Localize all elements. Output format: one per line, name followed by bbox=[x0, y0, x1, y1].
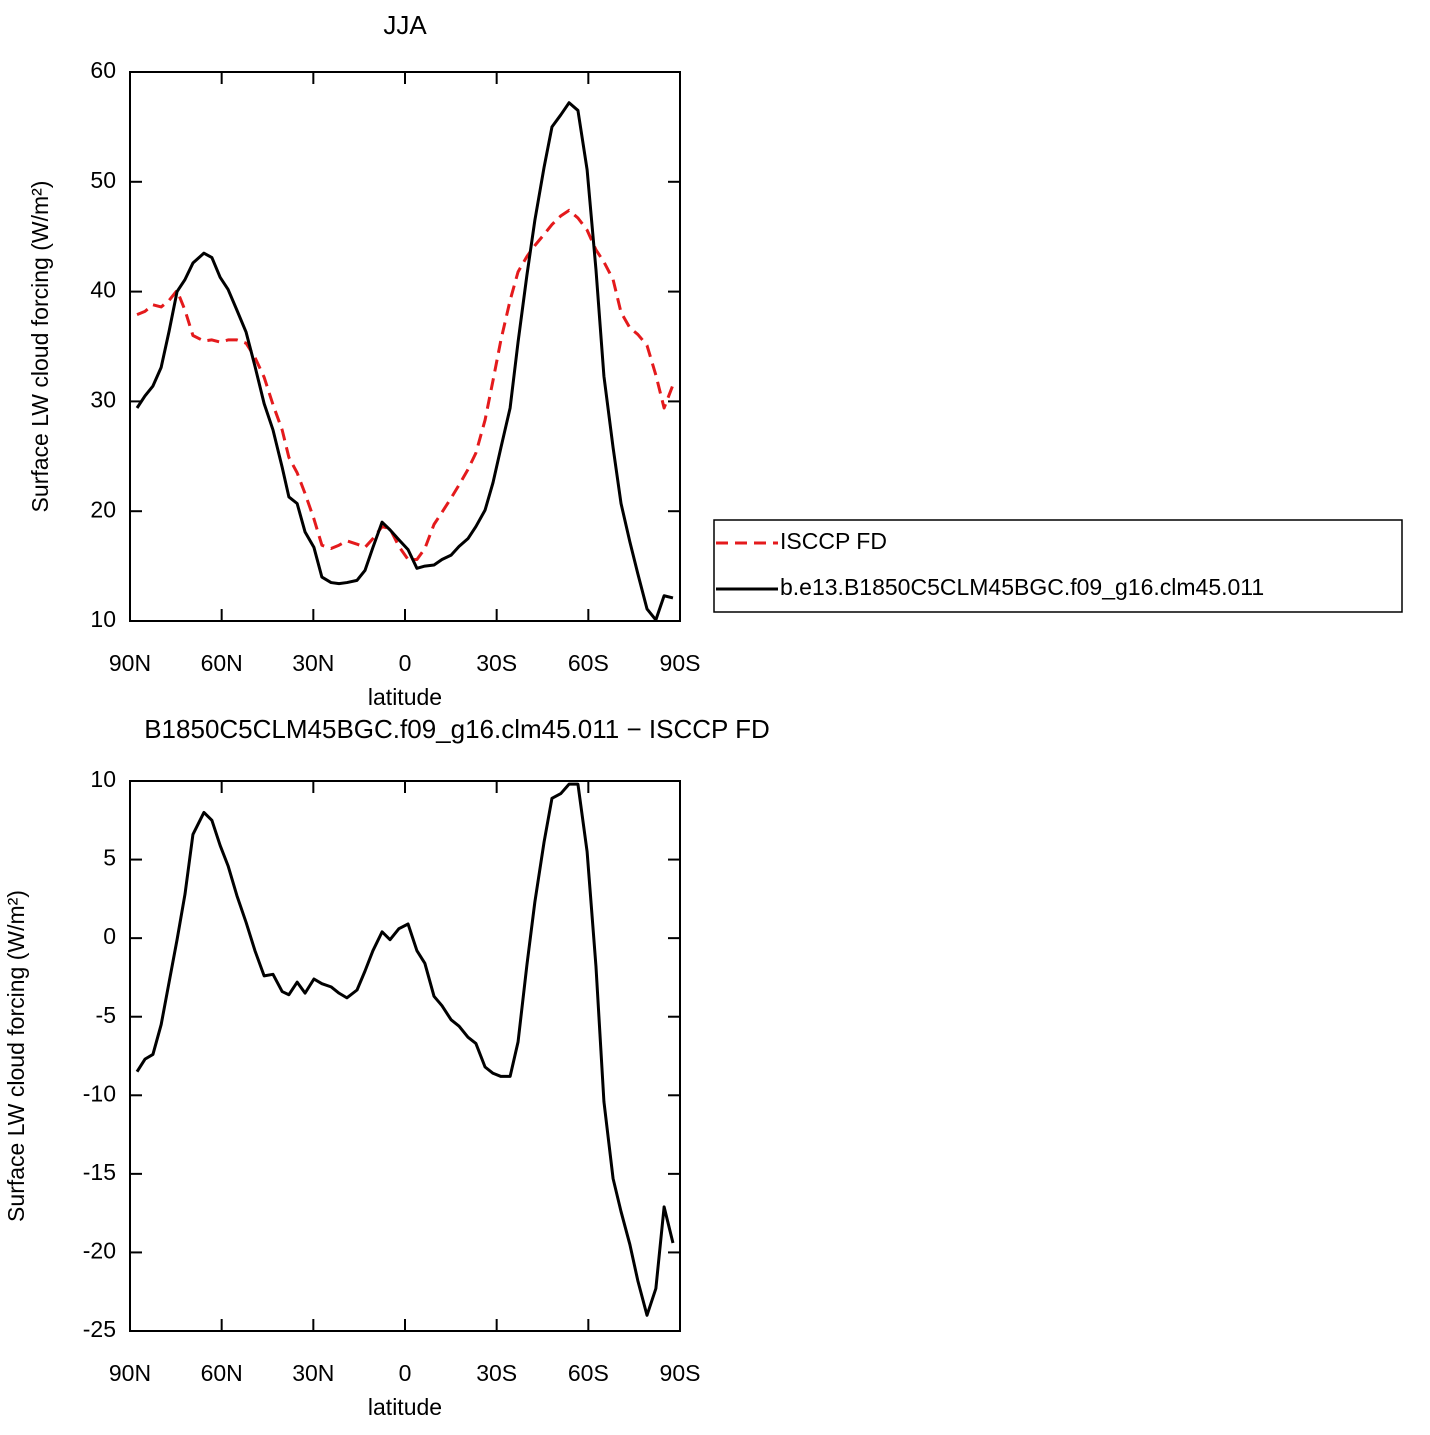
plot-frame bbox=[129, 71, 681, 622]
x-tick-label: 30S bbox=[476, 650, 517, 676]
data-line bbox=[136, 208, 675, 562]
x-axis-label: latitude bbox=[368, 1394, 442, 1420]
x-tick-label: 90S bbox=[660, 1360, 701, 1386]
x-tick-label: 0 bbox=[399, 650, 412, 676]
chart-title: JJA bbox=[383, 10, 427, 40]
y-tick-label: 5 bbox=[103, 845, 116, 871]
legend-label: ISCCP FD bbox=[780, 528, 887, 554]
y-tick-label: 0 bbox=[103, 923, 116, 949]
x-tick-label: 60S bbox=[568, 650, 609, 676]
y-axis-label: Surface LW cloud forcing (W/m²) bbox=[27, 181, 53, 513]
legend-box bbox=[713, 519, 1403, 613]
x-tick-label: 60S bbox=[568, 1360, 609, 1386]
data-line bbox=[135, 101, 674, 622]
y-tick-label: 10 bbox=[90, 606, 116, 632]
y-tick-label: 10 bbox=[90, 766, 116, 792]
plot-frame bbox=[129, 780, 681, 1332]
legend-label: b.e13.B1850C5CLM45BGC.f09_g16.clm45.011 bbox=[780, 574, 1264, 600]
y-tick-label: 50 bbox=[90, 167, 116, 193]
chart-title: B1850C5CLM45BGC.f09_g16.clm45.011 − ISCC… bbox=[144, 714, 770, 744]
x-tick-label: 90N bbox=[109, 1360, 151, 1386]
x-axis-label: latitude bbox=[368, 684, 442, 710]
y-tick-label: -15 bbox=[83, 1159, 116, 1185]
y-tick-label: 40 bbox=[90, 277, 116, 303]
y-tick-label: -20 bbox=[83, 1238, 116, 1264]
y-tick-label: -25 bbox=[83, 1316, 116, 1342]
y-tick-label: -10 bbox=[83, 1080, 116, 1106]
y-tick-label: 30 bbox=[90, 386, 116, 412]
x-tick-label: 30N bbox=[292, 1360, 334, 1386]
x-tick-label: 30N bbox=[292, 650, 334, 676]
y-tick-label: -5 bbox=[96, 1002, 116, 1028]
y-tick-label: 20 bbox=[90, 496, 116, 522]
y-tick-label: 60 bbox=[90, 57, 116, 83]
data-line bbox=[135, 782, 675, 1317]
x-tick-label: 60N bbox=[201, 1360, 243, 1386]
x-tick-label: 30S bbox=[476, 1360, 517, 1386]
x-tick-label: 90S bbox=[660, 650, 701, 676]
x-tick-label: 90N bbox=[109, 650, 151, 676]
x-tick-label: 60N bbox=[201, 650, 243, 676]
x-tick-label: 0 bbox=[399, 1360, 412, 1386]
y-axis-label: Surface LW cloud forcing (W/m²) bbox=[3, 890, 29, 1222]
